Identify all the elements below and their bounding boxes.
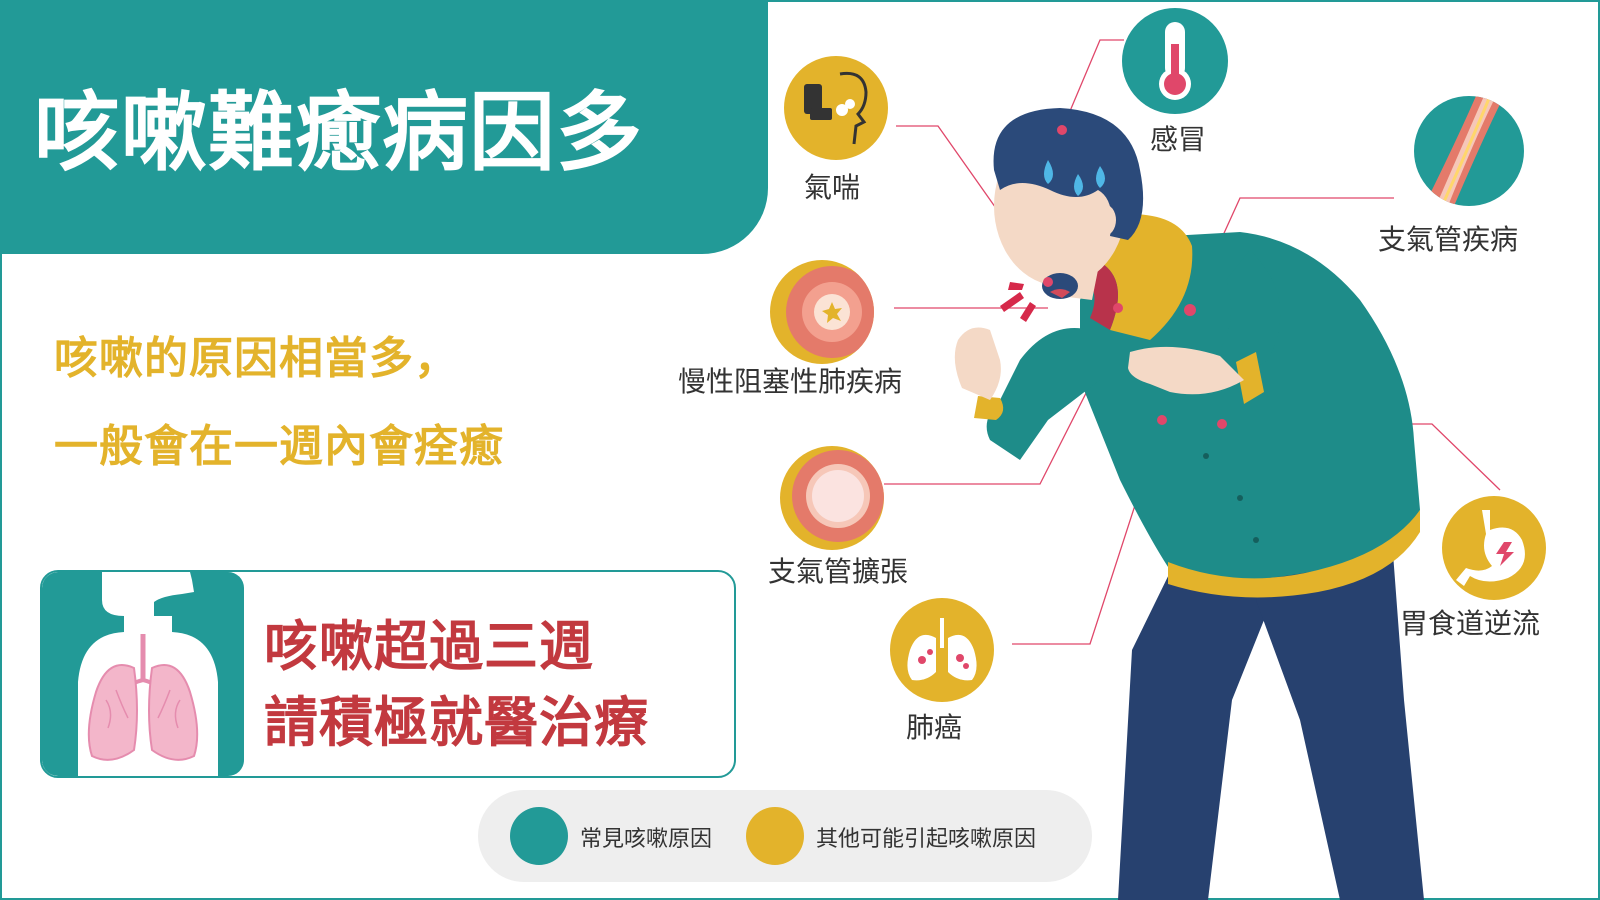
legend-dot-other — [746, 807, 804, 865]
cause-label: 胃食道逆流 — [1400, 607, 1541, 640]
warning-line-1: 咳嗽超過三週 — [264, 615, 594, 678]
page-title: 咳嗽難癒病因多 — [34, 83, 643, 183]
stomach-icon — [1442, 496, 1546, 600]
warning-line-2: 請積極就醫治療 — [264, 691, 649, 754]
cause-label: 慢性阻塞性肺疾病 — [678, 365, 903, 398]
thermometer-icon — [1122, 8, 1228, 114]
legend: 常見咳嗽原因 其他可能引起咳嗽原因 — [478, 790, 1092, 882]
airway-icon — [770, 260, 874, 364]
chest-lungs-icon — [42, 572, 244, 776]
cause-label: 感冒 — [1150, 123, 1207, 156]
intro-line-2: 一般會在一週內會痊癒 — [54, 421, 504, 472]
legend-label-other: 其他可能引起咳嗽原因 — [816, 827, 1037, 852]
legend-label-common: 常見咳嗽原因 — [580, 827, 713, 852]
legend-dot-common — [510, 807, 568, 865]
cause-label: 肺癌 — [906, 711, 963, 744]
lungs-icon — [890, 598, 994, 702]
inhaler-icon — [784, 56, 888, 160]
cause-label: 氣喘 — [804, 171, 861, 204]
cause-label: 支氣管擴張 — [768, 555, 909, 588]
warning-box: 咳嗽超過三週 請積極就醫治療 — [40, 570, 736, 778]
dilated-airway-icon — [780, 446, 884, 550]
cause-label: 支氣管疾病 — [1378, 223, 1519, 256]
intro-line-1: 咳嗽的原因相當多， — [54, 333, 459, 384]
title-banner: 咳嗽難癒病因多 — [0, 0, 768, 254]
bronchus-icon — [1414, 96, 1524, 206]
